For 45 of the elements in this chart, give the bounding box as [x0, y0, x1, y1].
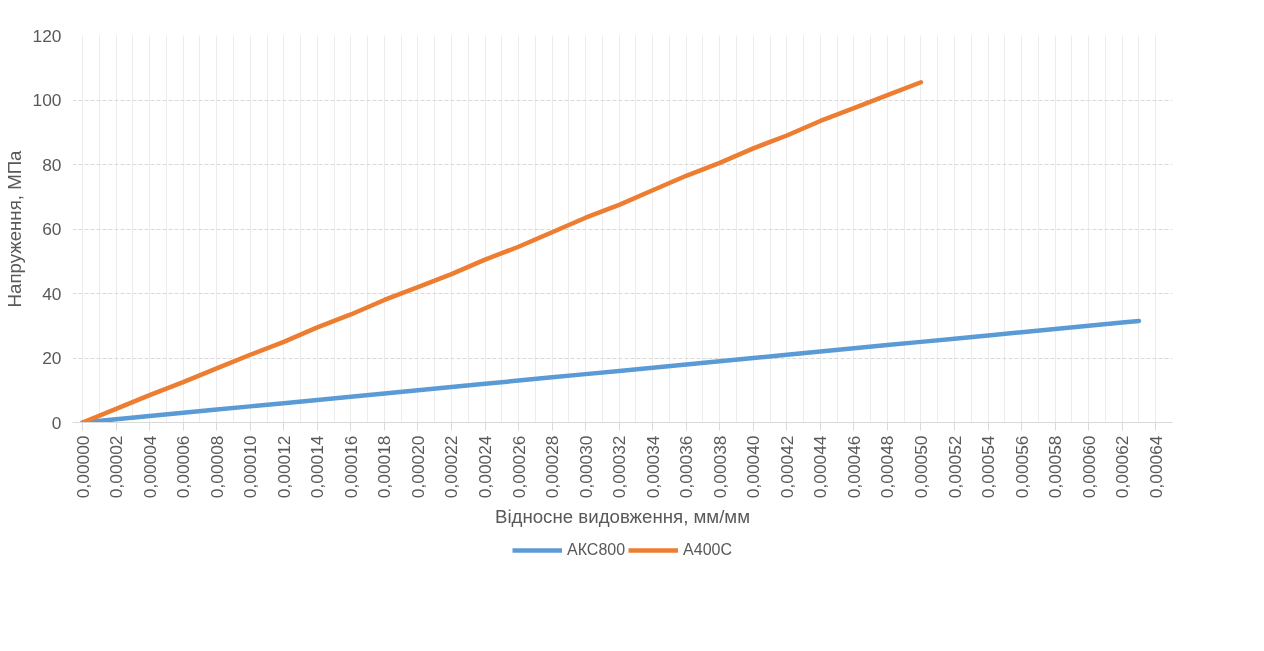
x-tick-label: 0,00018: [374, 435, 395, 499]
x-tick-label: 0,00002: [106, 435, 127, 499]
x-tick-label: 0,00024: [475, 435, 495, 499]
x-tick-label: 0,00014: [307, 435, 328, 499]
x-tick-label: 0,00006: [173, 435, 194, 499]
x-tick-label: 0,00034: [642, 435, 663, 499]
x-tick-label: 0,00042: [776, 435, 797, 499]
x-tick-label: 0,00056: [1011, 435, 1032, 499]
y-tick-label: 120: [32, 25, 62, 46]
x-tick-label: 0,00032: [609, 435, 630, 499]
x-tick-label: 0,00016: [340, 435, 361, 499]
x-tick-label: 0,00046: [843, 435, 864, 499]
x-tick-label: 0,00026: [508, 435, 529, 499]
x-tick-label: 0,00064: [1145, 435, 1166, 499]
x-tick-label: 0,00040: [743, 435, 764, 499]
x-axis-title: Відносне видовження, мм/мм: [494, 506, 751, 528]
x-tick-label: 0,00062: [1112, 435, 1133, 499]
y-tick-label: 20: [42, 348, 62, 368]
x-tick-label: 0,00004: [139, 435, 160, 499]
x-tick-label: 0,00044: [810, 435, 831, 499]
x-tick-label: 0,00060: [1078, 435, 1099, 499]
x-tick-label: 0,00012: [273, 435, 294, 499]
line-series: [80, 80, 924, 423]
x-tick-label: 0,00036: [676, 435, 697, 499]
x-tick-label: 0,00010: [240, 435, 261, 499]
x-tick-label: 0,00020: [407, 435, 428, 499]
x-tick-label: 0,00052: [944, 435, 965, 499]
x-tick-label: 0,00028: [542, 435, 563, 499]
x-tick-label: 0,00058: [1045, 435, 1066, 499]
legend-label: АКС800: [567, 541, 626, 559]
x-tick-label: 0,00038: [709, 435, 730, 499]
x-tick-label: 0,00050: [910, 435, 931, 499]
y-axis-title: Напруження, МПа: [3, 149, 25, 308]
x-tick-label: 0,00008: [206, 435, 227, 499]
x-tick-label: 0,00022: [441, 435, 462, 499]
y-tick-label: 60: [42, 219, 62, 239]
y-tick-label: 0: [51, 412, 62, 433]
x-tick-label: 0,00054: [978, 435, 999, 499]
y-tick-label: 100: [32, 90, 62, 110]
y-tick-label: 80: [42, 154, 62, 175]
x-tick-label: 0,00048: [877, 435, 898, 499]
y-tick-label: 40: [42, 283, 62, 304]
x-tick-label: 0,00030: [575, 435, 596, 499]
x-tick-label: 0,00000: [72, 435, 93, 499]
legend-label: А400С: [683, 541, 732, 559]
